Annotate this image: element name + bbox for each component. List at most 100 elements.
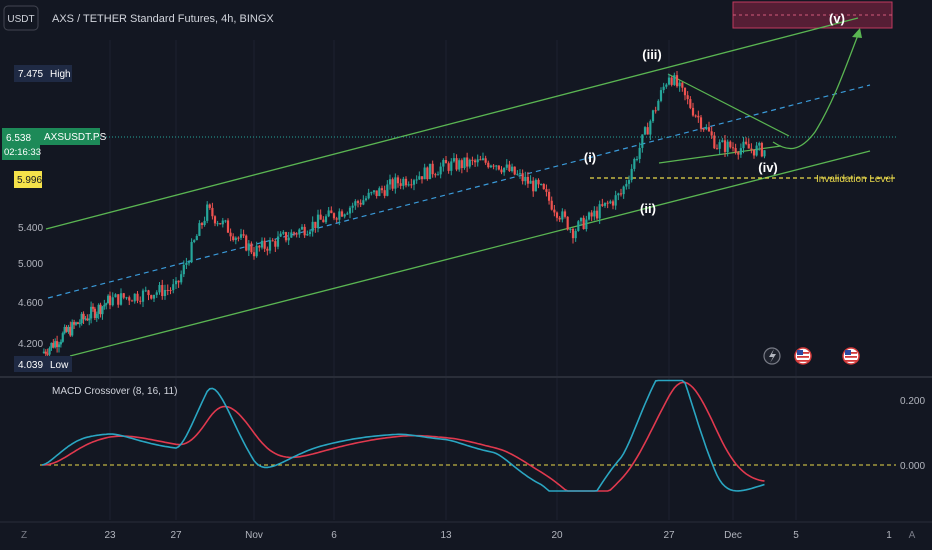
candle[interactable] — [641, 134, 644, 148]
candle[interactable] — [322, 219, 325, 223]
candle[interactable] — [247, 243, 250, 251]
candle[interactable] — [625, 183, 628, 187]
candle[interactable] — [74, 322, 78, 325]
candle[interactable] — [723, 140, 727, 152]
candle[interactable] — [190, 242, 193, 263]
candle[interactable] — [705, 127, 708, 130]
candle[interactable] — [63, 326, 66, 334]
candle[interactable] — [598, 204, 601, 219]
candle[interactable] — [292, 232, 296, 234]
candle[interactable] — [133, 293, 136, 302]
candle[interactable] — [122, 293, 125, 298]
candle[interactable] — [298, 229, 301, 235]
candle[interactable] — [476, 159, 479, 163]
candle[interactable] — [346, 213, 349, 215]
candle[interactable] — [747, 143, 750, 149]
candle[interactable] — [484, 158, 487, 163]
candle[interactable] — [643, 127, 647, 135]
candle[interactable] — [287, 237, 290, 241]
candle[interactable] — [169, 290, 172, 292]
candle[interactable] — [659, 90, 663, 101]
candle[interactable] — [532, 180, 535, 192]
candle[interactable] — [59, 341, 62, 345]
candle[interactable] — [86, 318, 89, 321]
candle[interactable] — [139, 300, 142, 302]
candle[interactable] — [681, 82, 684, 88]
candle[interactable] — [638, 147, 641, 159]
candle[interactable] — [266, 248, 269, 251]
candle[interactable] — [434, 174, 437, 176]
candle[interactable] — [141, 290, 145, 302]
candle[interactable] — [343, 214, 346, 217]
candle[interactable] — [332, 213, 336, 219]
candle[interactable] — [423, 167, 426, 180]
candle[interactable] — [229, 232, 232, 237]
candle[interactable] — [386, 184, 389, 196]
candle[interactable] — [193, 240, 196, 243]
candle[interactable] — [114, 294, 117, 298]
candle[interactable] — [370, 192, 373, 194]
candle[interactable] — [111, 297, 114, 306]
candle[interactable] — [492, 165, 495, 167]
candle[interactable] — [216, 223, 219, 225]
candle[interactable] — [673, 75, 676, 85]
candle[interactable] — [319, 214, 322, 220]
candle[interactable] — [510, 166, 514, 172]
candle[interactable] — [367, 192, 370, 199]
candle[interactable] — [242, 234, 245, 236]
candle[interactable] — [340, 211, 344, 217]
candle[interactable] — [683, 87, 687, 96]
candle[interactable] — [721, 140, 724, 143]
candle[interactable] — [651, 110, 655, 122]
candle[interactable] — [219, 223, 222, 225]
candle[interactable] — [431, 163, 434, 175]
candle[interactable] — [147, 290, 150, 296]
candle[interactable] — [731, 147, 735, 149]
candlestick-series[interactable] — [42, 71, 766, 359]
candle[interactable] — [67, 326, 70, 332]
candle[interactable] — [503, 167, 506, 173]
candle[interactable] — [760, 142, 763, 157]
candle[interactable] — [582, 217, 585, 230]
channel-midline[interactable] — [47, 84, 871, 299]
candle[interactable] — [356, 201, 360, 203]
candle[interactable] — [52, 342, 55, 348]
currency-button[interactable] — [3, 5, 39, 31]
candle[interactable] — [500, 169, 503, 173]
candle[interactable] — [593, 210, 596, 217]
candle[interactable] — [633, 159, 636, 169]
candle[interactable] — [282, 232, 285, 234]
us-flag-icon[interactable] — [842, 347, 860, 365]
candle[interactable] — [585, 219, 588, 230]
candle[interactable] — [335, 218, 338, 220]
candle[interactable] — [426, 167, 429, 180]
candle[interactable] — [758, 142, 761, 146]
candle[interactable] — [90, 306, 93, 319]
candle[interactable] — [447, 163, 450, 171]
candle[interactable] — [489, 165, 493, 168]
candle[interactable] — [245, 235, 248, 251]
candle[interactable] — [590, 212, 593, 217]
candle[interactable] — [529, 180, 532, 184]
candle[interactable] — [463, 157, 466, 168]
candle[interactable] — [97, 304, 100, 314]
candle[interactable] — [130, 300, 134, 302]
candle[interactable] — [362, 200, 365, 205]
candle[interactable] — [487, 162, 490, 168]
candle[interactable] — [185, 262, 188, 265]
candle[interactable] — [410, 184, 413, 186]
candle[interactable] — [198, 223, 201, 236]
candle[interactable] — [466, 157, 469, 167]
candle[interactable] — [667, 77, 671, 85]
candle[interactable] — [553, 209, 556, 213]
candle[interactable] — [252, 252, 256, 257]
candle[interactable] — [93, 308, 96, 318]
candle[interactable] — [444, 159, 448, 164]
candle[interactable] — [550, 200, 553, 210]
candle[interactable] — [412, 180, 416, 185]
candle[interactable] — [471, 159, 474, 161]
candle[interactable] — [42, 351, 45, 354]
candle[interactable] — [99, 304, 102, 315]
candle[interactable] — [84, 318, 87, 320]
